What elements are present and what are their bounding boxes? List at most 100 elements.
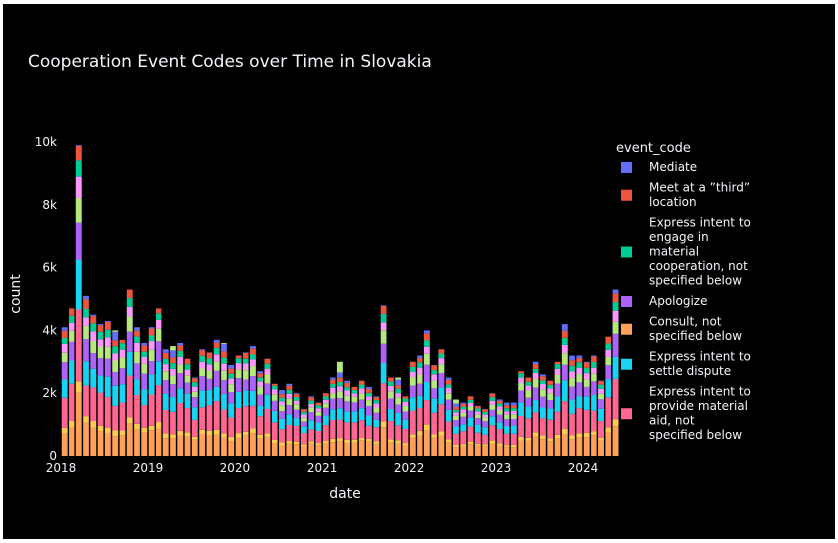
bar-segment[interactable]: [547, 388, 553, 393]
bar-stack[interactable]: [497, 399, 503, 456]
bar-segment[interactable]: [366, 416, 372, 426]
bar-segment[interactable]: [525, 418, 531, 438]
bar-segment[interactable]: [373, 444, 379, 456]
bar-segment[interactable]: [120, 384, 126, 402]
bar-segment[interactable]: [351, 422, 357, 439]
bar-segment[interactable]: [518, 383, 524, 391]
bar-segment[interactable]: [584, 379, 590, 386]
bar-segment[interactable]: [199, 407, 205, 429]
bar-segment[interactable]: [366, 439, 372, 442]
bar-segment[interactable]: [301, 444, 307, 446]
bar-segment[interactable]: [243, 432, 249, 436]
bar-segment[interactable]: [127, 332, 133, 352]
bar-segment[interactable]: [127, 316, 133, 331]
bar-segment[interactable]: [301, 412, 307, 415]
bar-segment[interactable]: [330, 398, 335, 409]
bar-segment[interactable]: [83, 416, 89, 423]
bar-segment[interactable]: [279, 445, 285, 456]
bar-segment[interactable]: [460, 404, 466, 407]
bar-segment[interactable]: [431, 398, 437, 412]
bar-segment[interactable]: [337, 438, 343, 441]
bar-segment[interactable]: [127, 290, 133, 299]
bar-segment[interactable]: [562, 338, 568, 345]
bar-segment[interactable]: [576, 362, 582, 368]
bar-segment[interactable]: [69, 323, 74, 331]
bar-segment[interactable]: [562, 401, 568, 428]
bar-segment[interactable]: [315, 416, 321, 423]
bar-segment[interactable]: [105, 337, 111, 346]
bar-segment[interactable]: [337, 362, 343, 373]
bar-segment[interactable]: [76, 260, 82, 310]
bar-segment[interactable]: [576, 396, 582, 408]
bar-segment[interactable]: [504, 419, 509, 426]
bar-stack[interactable]: [504, 403, 509, 456]
bar-segment[interactable]: [264, 437, 270, 456]
bar-segment[interactable]: [584, 362, 590, 363]
bar-segment[interactable]: [62, 434, 68, 456]
bar-segment[interactable]: [489, 405, 495, 410]
bar-segment[interactable]: [105, 377, 111, 397]
bar-segment[interactable]: [351, 402, 357, 411]
bar-segment[interactable]: [605, 433, 611, 456]
bar-segment[interactable]: [243, 379, 249, 390]
bar-segment[interactable]: [315, 412, 321, 416]
bar-segment[interactable]: [460, 431, 466, 444]
bar-segment[interactable]: [482, 446, 488, 456]
bar-stack[interactable]: [69, 308, 74, 456]
bar-segment[interactable]: [468, 427, 474, 442]
bar-stack[interactable]: [366, 387, 372, 456]
bar-stack[interactable]: [236, 356, 242, 456]
bar-segment[interactable]: [431, 365, 437, 370]
bar-stack[interactable]: [547, 381, 553, 456]
bar-segment[interactable]: [163, 371, 169, 380]
bar-segment[interactable]: [613, 419, 619, 426]
bar-segment[interactable]: [562, 380, 568, 401]
bar-segment[interactable]: [569, 378, 575, 387]
bar-segment[interactable]: [330, 409, 335, 420]
bar-segment[interactable]: [344, 396, 350, 402]
bar-segment[interactable]: [185, 383, 191, 394]
bar-stack[interactable]: [475, 406, 481, 456]
bar-segment[interactable]: [424, 354, 430, 365]
bar-segment[interactable]: [351, 411, 357, 422]
bar-segment[interactable]: [243, 353, 249, 359]
bar-segment[interactable]: [482, 435, 488, 445]
bar-stack[interactable]: [214, 340, 220, 456]
bar-segment[interactable]: [170, 384, 176, 397]
bar-segment[interactable]: [359, 381, 365, 385]
bar-segment[interactable]: [366, 397, 372, 401]
bar-segment[interactable]: [410, 377, 416, 386]
bar-segment[interactable]: [98, 426, 104, 431]
bar-segment[interactable]: [605, 357, 611, 365]
bar-segment[interactable]: [185, 370, 191, 376]
bar-segment[interactable]: [236, 408, 242, 433]
bar-segment[interactable]: [286, 405, 292, 414]
bar-stack[interactable]: [156, 308, 161, 456]
bar-segment[interactable]: [351, 387, 357, 390]
bar-segment[interactable]: [388, 391, 394, 398]
bar-segment[interactable]: [344, 422, 350, 439]
bar-segment[interactable]: [576, 433, 582, 437]
bar-stack[interactable]: [373, 396, 379, 456]
bar-segment[interactable]: [388, 386, 394, 391]
bar-segment[interactable]: [533, 412, 539, 432]
bar-stack[interactable]: [62, 327, 68, 456]
bar-segment[interactable]: [257, 387, 263, 395]
bar-segment[interactable]: [76, 381, 82, 392]
bar-segment[interactable]: [192, 382, 198, 386]
bar-segment[interactable]: [330, 442, 335, 456]
bar-segment[interactable]: [366, 400, 372, 406]
bar-segment[interactable]: [605, 379, 611, 397]
bar-segment[interactable]: [431, 370, 437, 374]
bar-segment[interactable]: [156, 313, 161, 320]
bar-stack[interactable]: [105, 321, 111, 456]
bar-segment[interactable]: [257, 381, 263, 387]
bar-segment[interactable]: [613, 293, 619, 302]
bar-segment[interactable]: [417, 356, 422, 358]
bar-segment[interactable]: [475, 408, 481, 411]
bar-segment[interactable]: [613, 322, 619, 334]
bar-segment[interactable]: [149, 430, 155, 456]
bar-segment[interactable]: [468, 444, 474, 456]
bar-segment[interactable]: [257, 371, 263, 373]
